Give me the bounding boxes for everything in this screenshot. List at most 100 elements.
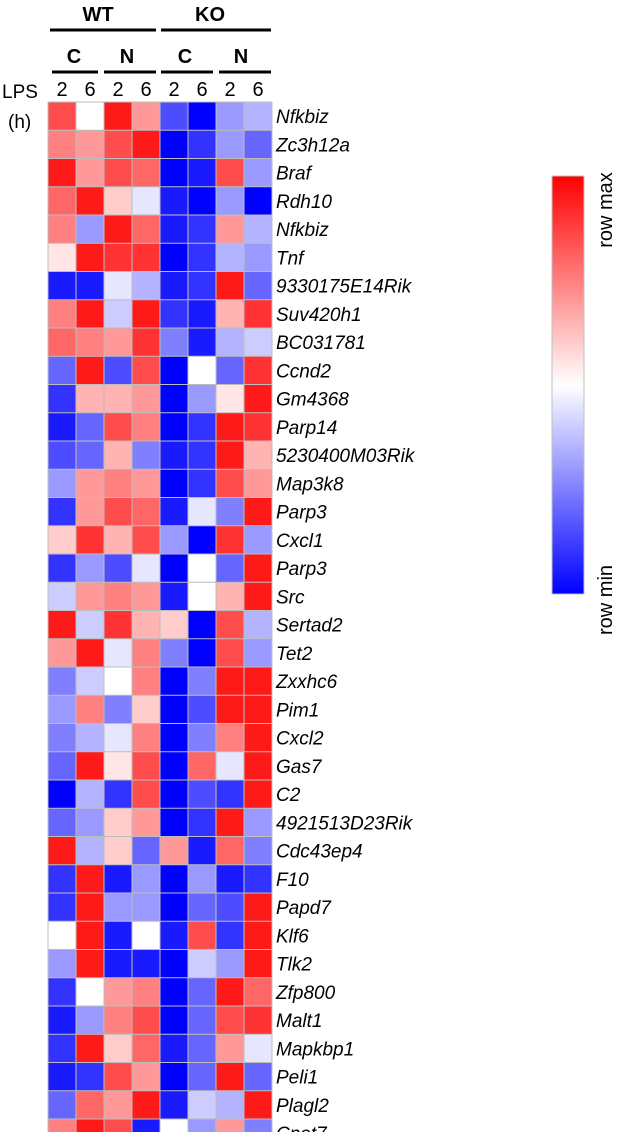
heatmap-cell (188, 864, 216, 893)
heatmap-cell (244, 469, 272, 498)
heatmap-cell (216, 723, 244, 752)
heatmap-cell (216, 780, 244, 809)
gene-label: Nfkbiz (276, 107, 329, 128)
heatmap-cell (244, 497, 272, 526)
gene-label: 9330175E14Rik (276, 277, 413, 298)
heatmap-cell (160, 751, 188, 780)
heatmap-cell (76, 186, 104, 215)
heatmap-cell (216, 102, 244, 131)
heatmap-cell (160, 864, 188, 893)
gene-label: Nfkbiz (276, 220, 329, 241)
heatmap-cell (48, 130, 76, 159)
heatmap-cell (188, 977, 216, 1006)
heatmap-cell (76, 751, 104, 780)
heatmap-cell (76, 497, 104, 526)
heatmap-cell (48, 977, 76, 1006)
heatmap-cell (244, 638, 272, 667)
gene-label: Cdc43ep4 (276, 842, 363, 863)
heatmap-cell (104, 158, 132, 187)
heatmap-cell (160, 130, 188, 159)
heatmap-cell (216, 215, 244, 244)
heatmap-cell (188, 158, 216, 187)
heatmap-cell (132, 638, 160, 667)
heatmap-cell (104, 1119, 132, 1132)
heatmap-cell (104, 808, 132, 837)
heatmap-cell (104, 130, 132, 159)
heatmap-cell (244, 299, 272, 328)
heatmap-cell (160, 723, 188, 752)
heatmap-cell (216, 356, 244, 385)
heatmap-cell (48, 1090, 76, 1119)
heatmap-cell (244, 186, 272, 215)
heatmap-cell (160, 356, 188, 385)
heatmap-cell (132, 441, 160, 470)
treatment-label-wt-c: C (67, 46, 81, 68)
heatmap-cell (216, 299, 244, 328)
heatmap-cell (244, 554, 272, 583)
gene-label: Tlk2 (276, 955, 312, 976)
heatmap-cell (132, 186, 160, 215)
heatmap-cell (76, 1034, 104, 1063)
heatmap-cell (160, 441, 188, 470)
heatmap-cell (48, 441, 76, 470)
heatmap-cell (160, 893, 188, 922)
heatmap-cell (160, 949, 188, 978)
heatmap-cell (76, 356, 104, 385)
heatmap-cell (160, 582, 188, 611)
heatmap-cell (48, 243, 76, 272)
heatmap-cell (132, 554, 160, 583)
heatmap-cell (132, 582, 160, 611)
heatmap-cell (132, 808, 160, 837)
heatmap-cell (132, 469, 160, 498)
heatmap-cell (104, 497, 132, 526)
heatmap-cell (132, 158, 160, 187)
heatmap-cell (48, 921, 76, 950)
lps-label: LPS (2, 82, 38, 103)
heatmap-cell (132, 949, 160, 978)
heatmap-cell (48, 299, 76, 328)
timepoint-label: 6 (84, 79, 95, 101)
heatmap-cell (48, 469, 76, 498)
heatmap-cell (48, 554, 76, 583)
heatmap-cell (132, 1119, 160, 1132)
heatmap-cell (160, 667, 188, 696)
heatmap-cell (76, 610, 104, 639)
heatmap-cell (132, 102, 160, 131)
heatmap-cell (244, 949, 272, 978)
gene-label: 5230400M03Rik (276, 446, 416, 467)
heatmap-cell (188, 102, 216, 131)
heatmap-cell (132, 1006, 160, 1035)
heatmap-cell (48, 271, 76, 300)
heatmap-cell (76, 328, 104, 357)
heatmap-cell (160, 328, 188, 357)
heatmap-cell (244, 1090, 272, 1119)
heatmap-cell (132, 921, 160, 950)
gene-label: Src (276, 587, 305, 608)
heatmap-cell (216, 243, 244, 272)
heatmap-cell (244, 610, 272, 639)
heatmap-cell (188, 610, 216, 639)
heatmap-cell (160, 271, 188, 300)
heatmap-cell (132, 667, 160, 696)
heatmap-cell (216, 186, 244, 215)
gene-label: Klf6 (276, 926, 309, 947)
heatmap-cell (244, 836, 272, 865)
heatmap-cell (244, 921, 272, 950)
heatmap-cell (160, 102, 188, 131)
heatmap-cell (132, 412, 160, 441)
heatmap-cell (104, 299, 132, 328)
heatmap-cell (188, 1119, 216, 1132)
gene-label: Plagl2 (276, 1096, 329, 1117)
heatmap-cell (48, 215, 76, 244)
heatmap-cell (104, 610, 132, 639)
heatmap-cell (132, 723, 160, 752)
heatmap-cell (132, 1034, 160, 1063)
gene-label: Zc3h12a (275, 135, 350, 156)
heatmap-cell (188, 893, 216, 922)
heatmap-cell (244, 808, 272, 837)
heatmap-cell (216, 271, 244, 300)
heatmap-cell (132, 610, 160, 639)
heatmap-cell (48, 582, 76, 611)
heatmap-cell (104, 469, 132, 498)
